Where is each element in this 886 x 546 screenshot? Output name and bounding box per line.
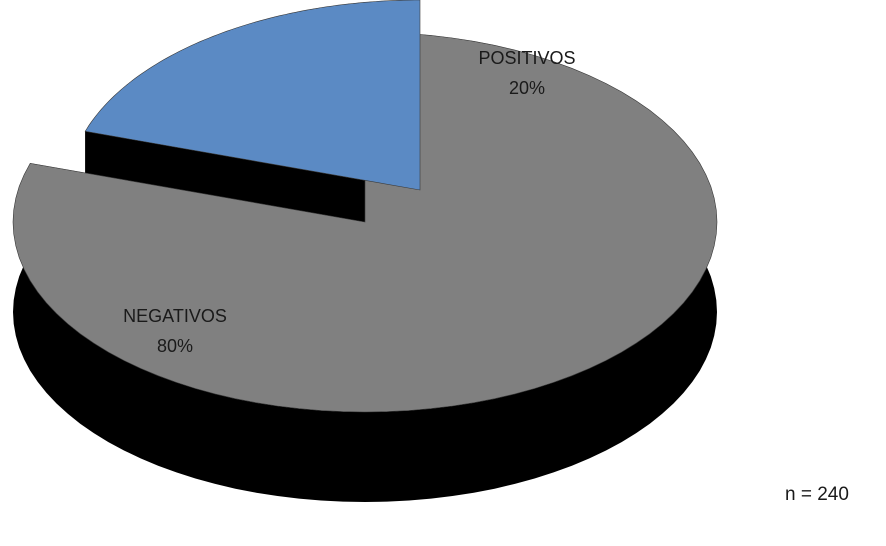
slice-positivos — [84, 0, 421, 191]
slice-labels: NEGATIVOS 80% POSITIVOS 20% — [123, 48, 575, 356]
sample-size-note: n = 240 — [785, 484, 849, 505]
slice-percent-negativos: 80% — [157, 336, 193, 356]
slice-label-positivos: POSITIVOS — [478, 48, 575, 68]
slice-percent-positivos: 20% — [509, 78, 545, 98]
pie-slices — [12, 0, 718, 413]
slice-negativos — [12, 31, 718, 413]
slice-label-negativos: NEGATIVOS — [123, 306, 227, 326]
